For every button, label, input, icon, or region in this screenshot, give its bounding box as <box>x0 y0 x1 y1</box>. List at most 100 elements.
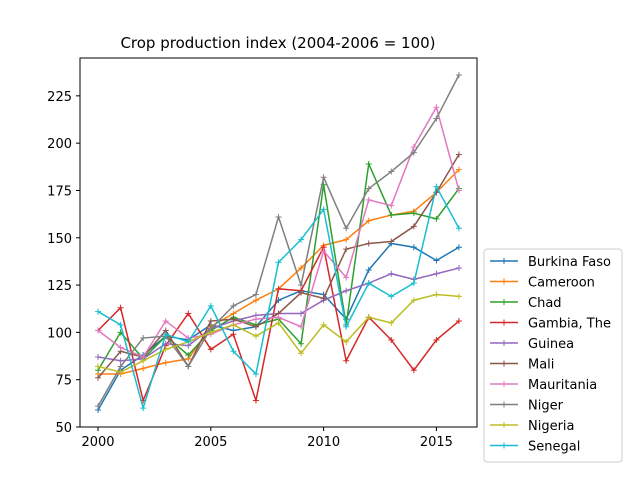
x-tick-label: 2005 <box>194 435 227 450</box>
data-point <box>298 310 305 317</box>
y-tick-label: 200 <box>47 137 72 152</box>
legend-marker <box>501 319 507 326</box>
axes: 2000 2005 2010 2015 50 75 100 125 150 175 200 225 <box>47 57 478 450</box>
series-nigeria <box>95 291 462 376</box>
x-tick-label: 2015 <box>420 435 453 450</box>
data-point <box>365 185 372 192</box>
data-point <box>117 357 124 364</box>
data-point <box>230 321 237 328</box>
data-point <box>365 217 372 224</box>
data-point <box>207 318 214 325</box>
data-point <box>207 302 214 309</box>
data-point <box>365 280 372 287</box>
data-point <box>298 289 305 296</box>
y-tick-label: 75 <box>55 374 72 389</box>
legend-marker <box>501 299 507 305</box>
series-line <box>97 242 460 411</box>
legend-marker <box>501 381 507 387</box>
data-point <box>162 346 169 353</box>
legend-label: Mauritania <box>528 378 597 393</box>
y-tick-label: 175 <box>47 184 72 199</box>
data-point <box>275 314 282 321</box>
series-niger <box>95 72 462 410</box>
data-point <box>343 323 350 330</box>
data-point <box>320 174 327 181</box>
data-point <box>252 371 259 378</box>
x-tick-label: 2000 <box>81 435 114 450</box>
data-point <box>95 353 102 360</box>
legend-entry: Mali <box>490 358 554 373</box>
data-point <box>320 206 327 213</box>
data-point <box>252 397 259 404</box>
data-point <box>365 314 372 321</box>
data-point <box>388 293 395 300</box>
data-point <box>455 265 462 272</box>
data-point <box>275 259 282 266</box>
legend-label: Cameroon <box>528 276 595 291</box>
data-point <box>207 329 214 336</box>
data-point <box>455 72 462 79</box>
data-point <box>95 308 102 315</box>
data-point <box>162 318 169 325</box>
data-point <box>117 369 124 376</box>
legend-marker <box>501 442 507 449</box>
data-point <box>343 246 350 253</box>
data-point <box>433 215 440 222</box>
data-point <box>298 350 305 357</box>
legend-entry: Burkina Faso <box>490 255 611 270</box>
data-point <box>410 223 417 230</box>
data-point <box>320 248 327 255</box>
y-tick-label: 150 <box>47 232 72 247</box>
data-point <box>343 338 350 345</box>
data-point <box>410 210 417 217</box>
data-point <box>117 321 124 328</box>
data-point <box>455 151 462 158</box>
data-point <box>252 291 259 298</box>
data-point <box>433 257 440 264</box>
legend-label: Guinea <box>528 337 574 352</box>
data-point <box>455 318 462 325</box>
data-point <box>365 160 372 167</box>
data-point <box>185 338 192 345</box>
data-point <box>298 323 305 330</box>
data-point <box>455 225 462 232</box>
data-point <box>433 104 440 111</box>
data-point <box>455 166 462 173</box>
legend-label: Gambia, The <box>528 317 611 332</box>
data-point <box>298 265 305 272</box>
data-point <box>230 331 237 338</box>
data-point <box>275 319 282 326</box>
data-point <box>410 297 417 304</box>
data-point <box>140 335 147 342</box>
data-point <box>433 291 440 298</box>
data-point <box>298 236 305 243</box>
data-point <box>388 336 395 343</box>
data-point <box>252 297 259 304</box>
y-tick-label: 100 <box>47 326 72 341</box>
data-point <box>95 363 102 370</box>
series-senegal <box>95 183 462 412</box>
series-line <box>97 161 460 371</box>
data-point <box>230 302 237 309</box>
data-point <box>230 316 237 323</box>
y-tick-label: 125 <box>47 279 72 294</box>
data-point <box>433 336 440 343</box>
data-point <box>365 266 372 273</box>
data-point <box>320 295 327 302</box>
legend-entry: Niger <box>490 399 564 414</box>
legend-entry: Cameroon <box>490 276 595 291</box>
data-point <box>252 323 259 330</box>
legend-entry: Mauritania <box>490 378 597 393</box>
data-point <box>343 357 350 364</box>
data-point <box>433 115 440 122</box>
y-tick-label: 225 <box>47 90 72 105</box>
data-point <box>410 149 417 156</box>
series-line <box>97 293 460 373</box>
data-point <box>140 405 147 412</box>
data-point <box>185 352 192 359</box>
data-point <box>117 304 124 311</box>
data-point <box>185 363 192 370</box>
axes-frame <box>79 57 478 428</box>
legend-marker <box>501 278 507 285</box>
legend-label: Niger <box>528 399 564 414</box>
